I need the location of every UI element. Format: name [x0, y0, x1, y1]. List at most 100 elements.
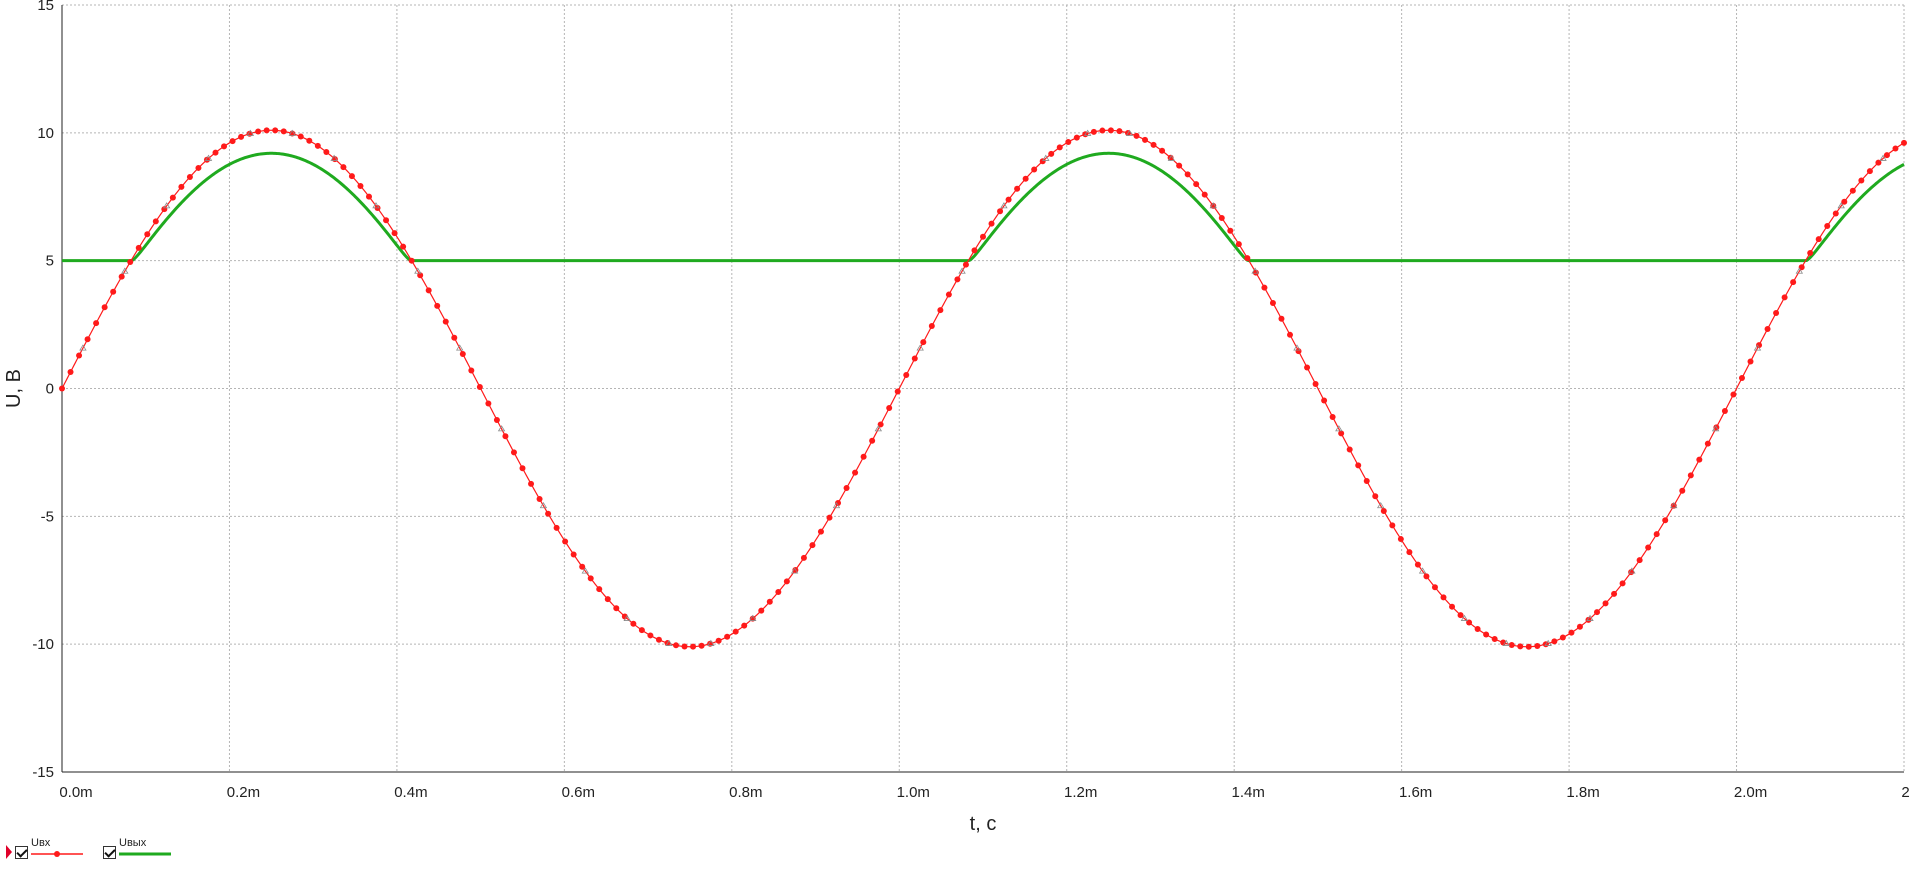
series-point-uvx [1107, 127, 1114, 134]
series-marker-triangle [790, 567, 799, 574]
series-point-uvx [962, 261, 969, 268]
x-tick-label: 0.4m [394, 784, 427, 801]
series-marker-triangle [246, 129, 255, 136]
series-point-uvx [800, 554, 807, 561]
series-point-uvx [937, 307, 944, 314]
series-point-uvx [1773, 310, 1780, 316]
series-point-uvx [76, 352, 83, 359]
series-point-uvx [195, 164, 202, 171]
series-marker-triangle [874, 425, 883, 432]
series-point-uvx [1866, 168, 1873, 175]
series-point-uvx [869, 437, 876, 444]
series-point-uvx [434, 302, 441, 309]
series-point-uvx [1619, 580, 1626, 587]
y-tick-label: -5 [41, 508, 54, 525]
series-point-uvx [817, 528, 824, 535]
series-marker-triangle [665, 639, 673, 646]
series-marker-triangle [1502, 639, 1511, 646]
series-point-uvx [1278, 315, 1285, 322]
series-point-uvx [1346, 446, 1353, 453]
series-point-uvx [1858, 177, 1865, 184]
series-point-uvx [1670, 502, 1677, 509]
series-point-uvx [1807, 249, 1814, 256]
legend-checkbox-uvx[interactable] [15, 846, 28, 859]
series-point-uvx [289, 130, 296, 137]
series-point-uvx [1662, 517, 1669, 524]
series-point-uvx [1210, 202, 1217, 209]
series-point-uvx [1099, 127, 1106, 134]
legend-checkbox-uvyx[interactable] [103, 845, 116, 859]
series-point-uvx [835, 500, 842, 507]
legend-item-uvyx[interactable]: Uвых [103, 837, 171, 859]
series-point-uvx [1747, 358, 1754, 365]
series-point-uvx [1594, 609, 1600, 616]
series-point-uvx [1133, 132, 1140, 139]
series-point-uvx [391, 230, 398, 237]
series-point-uvx [357, 182, 364, 189]
series-point-uvx [1244, 255, 1251, 262]
series-point-uvx [408, 257, 415, 264]
series-point-uvx [1738, 374, 1745, 381]
series-marker-triangle [1125, 129, 1134, 136]
series-point-uvx [1679, 487, 1686, 494]
series-point-uvx [1611, 590, 1618, 597]
series-point-uvx [1798, 264, 1805, 271]
series-marker-triangle [497, 425, 506, 432]
series-marker-triangle [1083, 129, 1092, 136]
series-point-uvx [1491, 636, 1498, 643]
series-point-uvx [468, 367, 475, 374]
y-tick-label: 5 [46, 253, 54, 270]
series-point-uvx [1073, 134, 1080, 141]
series-point-uvx [766, 598, 773, 605]
series-point-uvx [570, 551, 577, 558]
series-marker-triangle [916, 344, 924, 351]
series-point-uvx [715, 637, 722, 644]
legend-item-uvx[interactable]: Uвх [6, 837, 83, 859]
series-point-uvx [1269, 300, 1276, 307]
series-point-uvx [1363, 478, 1370, 485]
series-point-uvx [110, 288, 117, 295]
series-point-uvx [1551, 638, 1558, 645]
series-point-uvx [1295, 348, 1302, 355]
series-point-uvx [1380, 508, 1387, 515]
series-point-uvx [1525, 643, 1532, 650]
series-point-uvx [1645, 544, 1652, 551]
series-point-uvx [1892, 145, 1899, 152]
series-point-uvx [366, 193, 372, 200]
series-marker-triangle [1167, 154, 1176, 161]
series-point-uvx [272, 127, 279, 134]
series-point-uvx [1756, 342, 1763, 349]
series-marker-triangle [539, 501, 548, 509]
series-point-uvx [297, 133, 304, 140]
series-point-uvx [221, 143, 228, 150]
series-point-uvx [1321, 397, 1328, 404]
series-point-uvx [1329, 413, 1336, 420]
series-point-uvx [84, 336, 91, 343]
series-point-uvx [1653, 531, 1660, 538]
series-point-uvx [852, 469, 859, 476]
series-point-uvx [417, 272, 424, 279]
series-point-uvx [1559, 634, 1566, 641]
series-point-uvx [229, 138, 236, 145]
series-point-uvx [1031, 166, 1038, 173]
series-point-uvx [493, 416, 500, 423]
series-point-uvx [1176, 162, 1183, 169]
series-point-uvx [1585, 616, 1592, 623]
series-point-uvx [630, 620, 637, 627]
series-point-uvx [783, 578, 790, 585]
series-point-uvx [775, 588, 782, 595]
series-point-uvx [1483, 631, 1490, 638]
series-point-uvx [451, 334, 458, 341]
series-point-uvx [1218, 214, 1225, 221]
x-tick-label: 1.8m [1566, 784, 1599, 801]
series-point-uvx [1338, 430, 1345, 437]
series-point-uvx [562, 538, 569, 545]
series-point-uvx [1687, 472, 1694, 479]
series-point-uvx [681, 643, 688, 650]
series-point-uvx [1457, 612, 1464, 619]
series-point-uvx [536, 495, 543, 502]
series-marker-triangle [1335, 425, 1343, 432]
series-point-uvx [1423, 573, 1430, 580]
series-marker-triangle [1418, 567, 1427, 574]
series-point-uvx [1696, 456, 1703, 463]
